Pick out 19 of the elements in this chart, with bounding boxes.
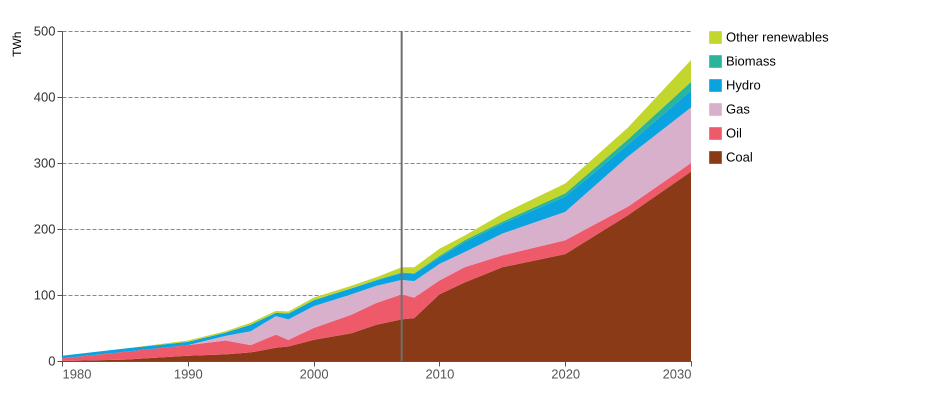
x-tick-label: 2010 <box>425 366 454 382</box>
y-tick-label: 400 <box>34 90 56 104</box>
x-tick-label: 2020 <box>551 366 580 382</box>
y-axis-title: TWh <box>10 32 24 57</box>
x-tick-label: 2030 <box>662 366 692 382</box>
legend-label: Hydro <box>726 78 761 92</box>
legend-label: Coal <box>726 150 753 164</box>
x-tick-label: 1990 <box>174 366 203 382</box>
y-tick-label: 500 <box>34 24 56 38</box>
legend-label: Other renewables <box>726 30 830 44</box>
x-tick-label: 2000 <box>300 366 329 382</box>
x-tick-label: 1980 <box>62 366 92 382</box>
legend-label: Gas <box>726 102 750 116</box>
legend-label: Biomass <box>726 54 776 68</box>
y-tick-label: 300 <box>34 156 56 170</box>
legend-label: Oil <box>726 126 742 140</box>
y-tick-label: 0 <box>48 354 56 368</box>
y-tick-label: 100 <box>34 288 56 302</box>
y-tick-label: 200 <box>34 222 56 236</box>
